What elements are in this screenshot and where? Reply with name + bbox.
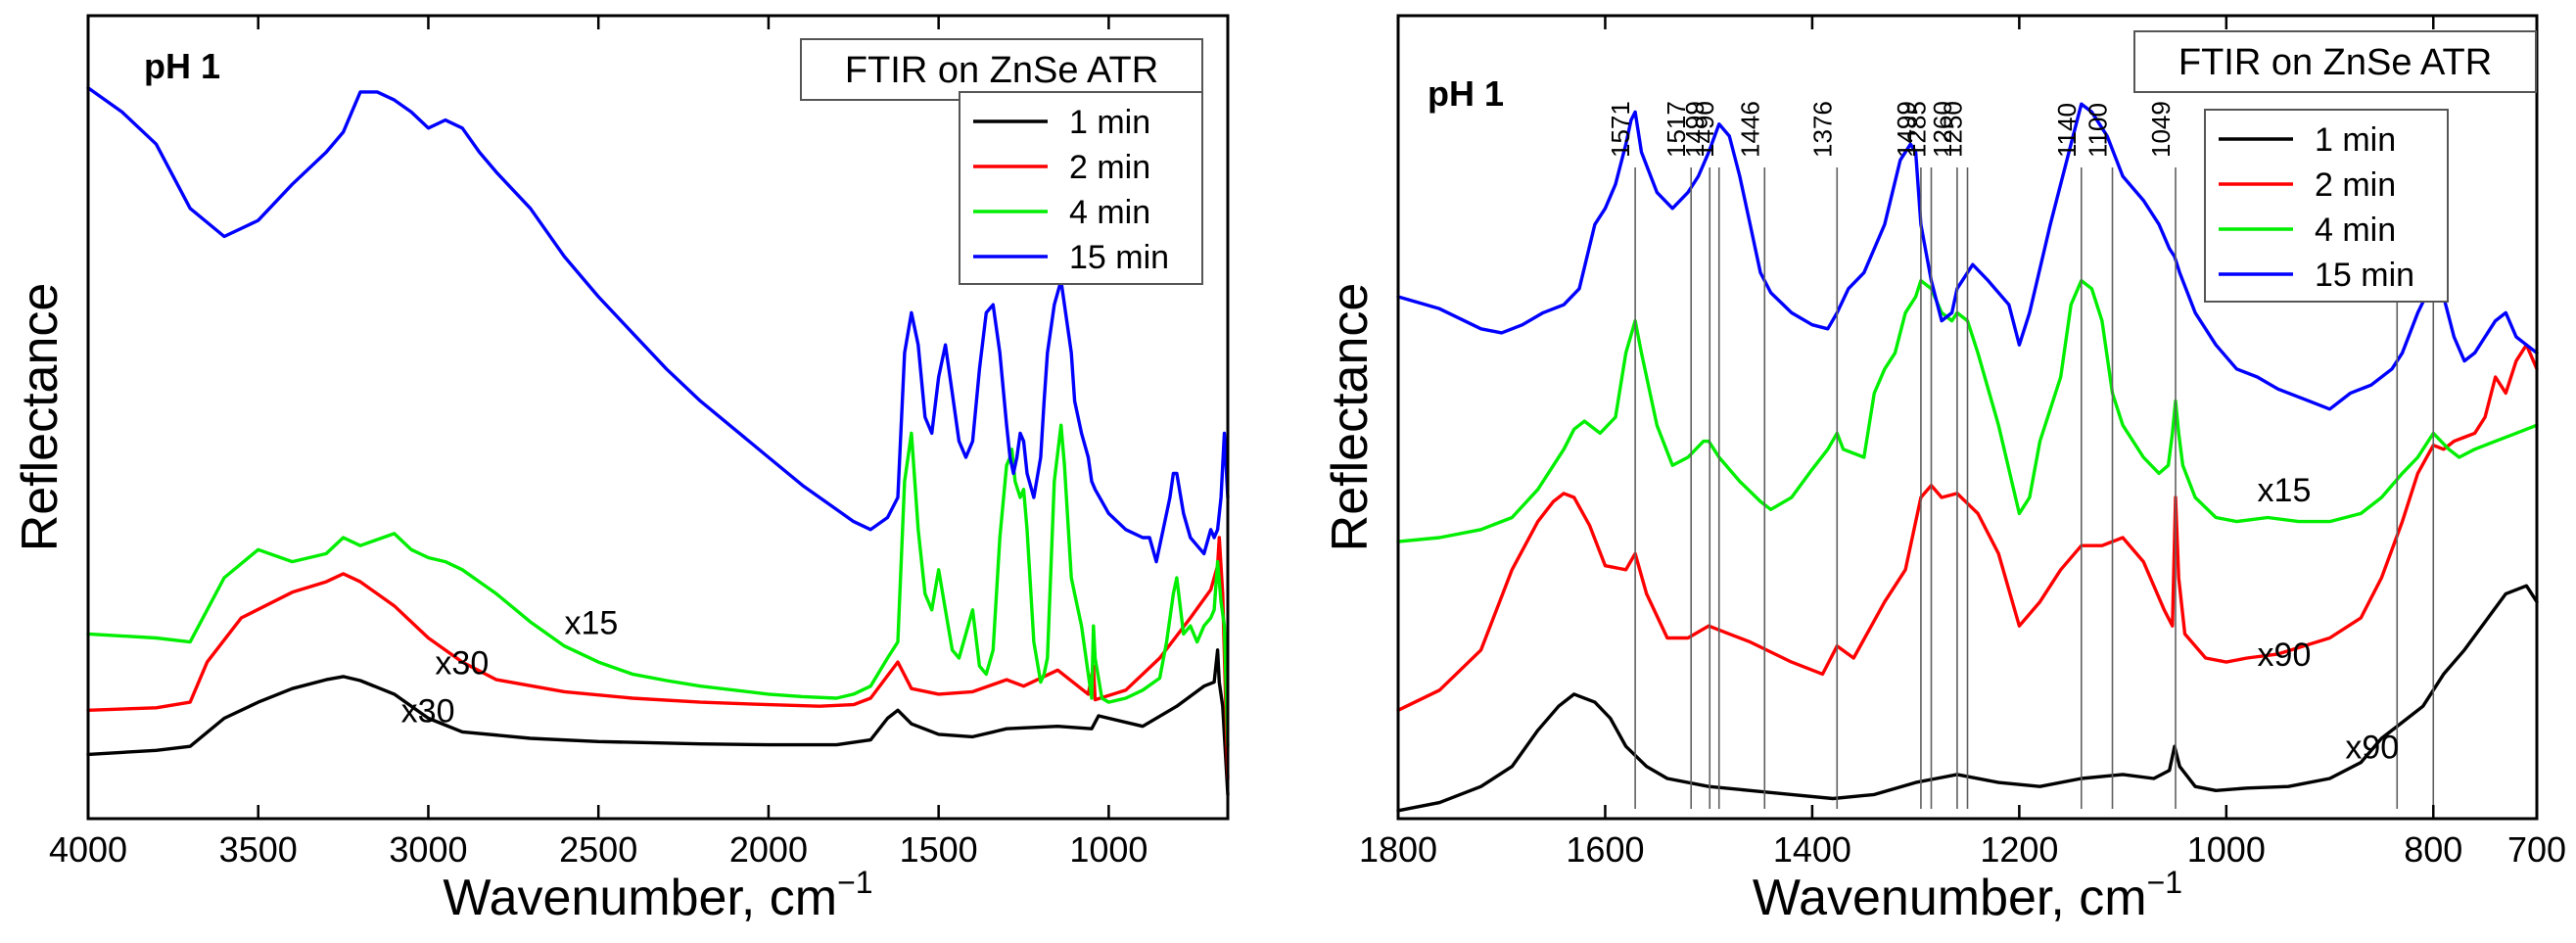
left-panel: 4000 3500 3000 2500 2000 1500 1000 Wavenumber, … [12,14,1230,926]
x-tick-label: 800 [2404,829,2462,870]
multiplier-annotation: x90 [2345,730,2399,767]
peak-label: 1250 [1939,101,1968,158]
x-tick-label: 1800 [1359,829,1437,870]
peak-label: 1571 [1606,101,1635,158]
x-axis-label-text: Wavenumber, cm [1753,870,2147,926]
x-tick-label: 4000 [49,829,127,870]
legend-box [2204,109,2449,303]
legend-box [959,91,1203,285]
legend-label: 15 min [2315,257,2414,294]
title-box-text: FTIR on ZnSe ATR [2178,42,2492,83]
peak-label: 1049 [2146,101,2176,158]
peak-label: 1376 [1807,101,1837,158]
x-tick-label: 3000 [389,829,467,870]
x-tick-label: 1600 [1566,829,1644,870]
legend-label: 1 min [1069,104,1150,141]
multiplier-annotation: x30 [435,644,489,682]
x-tick-label: 3500 [219,829,298,870]
x-axis-label-superscript: −1 [837,865,872,900]
plot-frame [86,14,1230,821]
x-axis-label-superscript: −1 [2147,865,2182,900]
series-line-15-min [86,86,1230,564]
series-line-1-min [86,648,1230,797]
multiplier-annotation: x90 [2258,637,2312,674]
legend-label: 15 min [1069,239,1169,276]
legend-label: 4 min [1069,194,1150,231]
peak-label: 1490 [1690,101,1719,158]
peak-label: 1100 [2084,103,2113,158]
peak-label: 1260 [1928,101,1957,158]
panel-label: pH 1 [144,46,220,86]
x-tick-label: 1500 [900,829,978,870]
multiplier-annotation: x30 [401,693,455,731]
title-box [2133,30,2537,93]
peak-label: 1499 [1680,101,1710,158]
multiplier-annotation: x15 [2258,472,2312,509]
series-line-4-min [86,423,1230,748]
x-axis-label: Wavenumber, cm−1 [443,865,872,926]
legend-label: 2 min [1069,149,1150,186]
peak-label: 1285 [1901,101,1931,158]
legend-label: 2 min [2315,166,2396,204]
peak-label: 1140 [2052,103,2082,158]
peak-label: 1517 [1662,101,1691,158]
title-box [800,38,1203,101]
title-box-text: FTIR on ZnSe ATR [845,50,1158,91]
series-line-1-min [1396,584,2539,813]
x-axis-label: Wavenumber, cm−1 [1753,865,2182,926]
series-line-2-min [1396,343,2539,712]
x-tick-label: 2500 [559,829,637,870]
x-tick-label: 1000 [1069,829,1147,870]
y-axis-label: Reflectance [1322,283,1379,552]
series-line-2-min [86,536,1230,780]
x-tick-label: 1200 [1980,829,2058,870]
legend-label: 1 min [2315,121,2396,159]
peak-label: 1499 [1892,101,1921,158]
panel-label: pH 1 [1428,73,1504,114]
x-axis-label-text: Wavenumber, cm [443,870,837,926]
multiplier-annotation: x15 [564,604,618,641]
x-tick-label: 1000 [2187,829,2266,870]
legend-label: 4 min [2315,212,2396,249]
y-axis-label: Reflectance [12,283,69,552]
x-tick-label: 2000 [729,829,808,870]
x-tick-label: 1400 [1773,829,1851,870]
plot-frame [1396,14,2539,821]
x-tick-label: 700 [2507,829,2566,870]
peak-label: 1446 [1735,101,1764,158]
